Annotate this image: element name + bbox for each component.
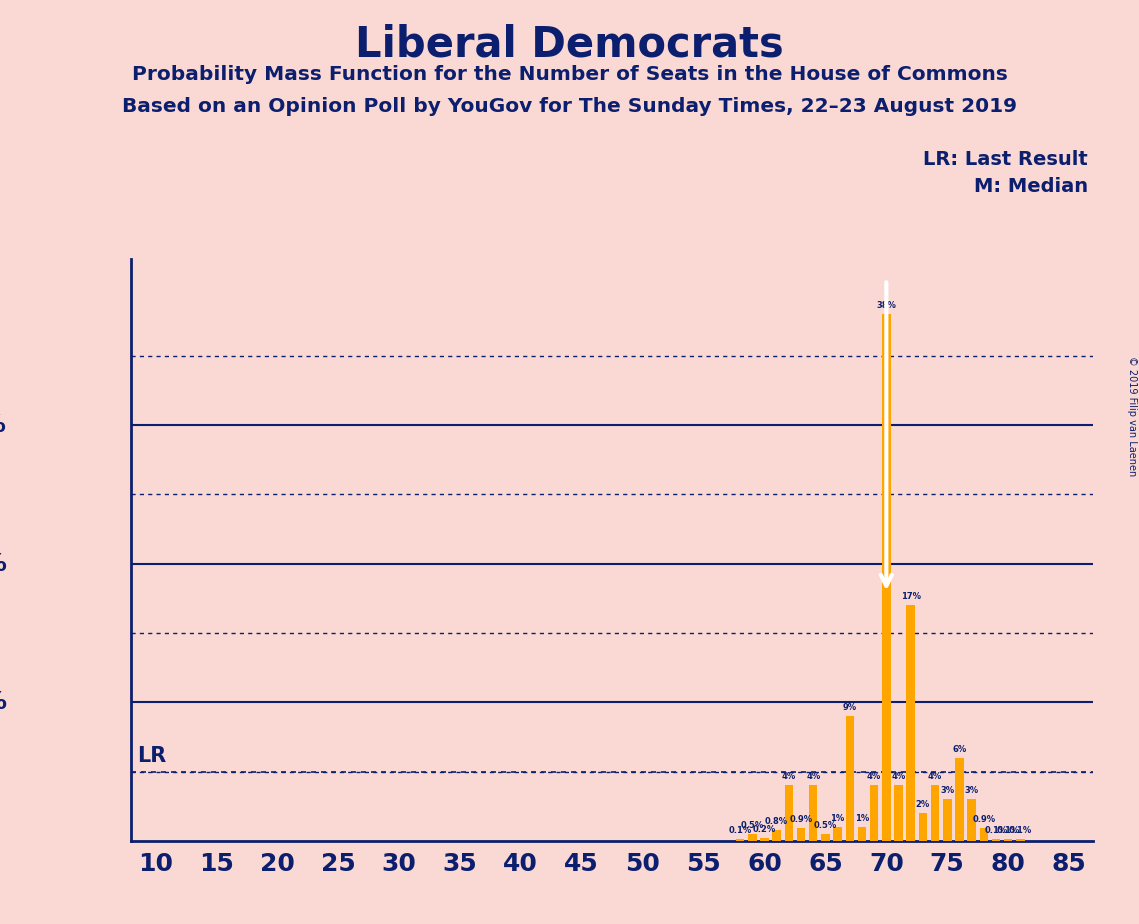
Bar [858,827,867,841]
Bar [980,828,988,841]
Text: Liberal Democrats: Liberal Democrats [355,23,784,65]
Text: 0.8%: 0.8% [765,817,788,826]
Text: 0.2%: 0.2% [753,825,776,833]
Bar [1016,839,1025,841]
Text: 4%: 4% [781,772,796,782]
Text: 0.1%: 0.1% [984,826,1008,835]
Bar [772,830,781,841]
Text: 9%: 9% [843,703,857,711]
Bar [736,839,745,841]
Bar [797,828,805,841]
Text: 4%: 4% [928,772,942,782]
Bar [1003,839,1013,841]
Bar [785,785,793,841]
Text: 0.1%: 0.1% [1009,826,1032,835]
Text: 17%: 17% [901,592,920,602]
Text: M: Median: M: Median [974,177,1088,197]
Text: Based on an Opinion Poll by YouGov for The Sunday Times, 22–23 August 2019: Based on an Opinion Poll by YouGov for T… [122,97,1017,116]
Text: 4%: 4% [892,772,906,782]
Text: 30%: 30% [0,413,7,437]
Bar [931,785,940,841]
Text: 0.1%: 0.1% [997,826,1019,835]
Bar [894,785,903,841]
Bar [907,605,915,841]
Text: 3%: 3% [940,786,954,795]
Text: 4%: 4% [806,772,820,782]
Bar [919,813,927,841]
Text: 2%: 2% [916,800,931,809]
Text: © 2019 Filip van Laenen: © 2019 Filip van Laenen [1126,356,1137,476]
Bar [821,833,829,841]
Bar [870,785,878,841]
Text: 6%: 6% [952,745,967,754]
Text: 0.9%: 0.9% [789,815,812,824]
Text: 0.5%: 0.5% [740,821,764,830]
Text: 0.1%: 0.1% [729,826,752,835]
Bar [882,314,891,841]
Text: 3%: 3% [965,786,978,795]
Bar [943,799,951,841]
Bar [748,833,756,841]
Bar [992,839,1000,841]
Bar [967,799,976,841]
Text: 1%: 1% [830,814,845,822]
Text: 4%: 4% [867,772,882,782]
Bar [809,785,818,841]
Bar [834,827,842,841]
Text: Probability Mass Function for the Number of Seats in the House of Commons: Probability Mass Function for the Number… [132,65,1007,84]
Text: 38%: 38% [876,301,896,310]
Text: 20%: 20% [0,552,7,576]
Text: 1%: 1% [855,814,869,822]
Text: 0.9%: 0.9% [973,815,995,824]
Text: 0.5%: 0.5% [813,821,837,830]
Text: LR: Last Result: LR: Last Result [923,150,1088,169]
Text: 10%: 10% [0,690,7,714]
Text: LR: LR [137,746,166,766]
Bar [760,838,769,841]
Bar [845,716,854,841]
Bar [956,758,964,841]
